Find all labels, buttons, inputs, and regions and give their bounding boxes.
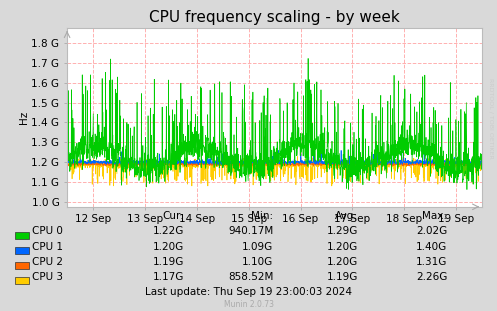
Text: Last update: Thu Sep 19 23:00:03 2024: Last update: Thu Sep 19 23:00:03 2024: [145, 287, 352, 297]
Text: 2.02G: 2.02G: [416, 226, 447, 236]
Text: 1.31G: 1.31G: [416, 257, 447, 267]
Text: 1.22G: 1.22G: [153, 226, 184, 236]
Text: 1.19G: 1.19G: [327, 272, 358, 281]
Text: 2.26G: 2.26G: [416, 272, 447, 281]
Text: 858.52M: 858.52M: [228, 272, 273, 281]
Text: 1.20G: 1.20G: [327, 242, 358, 252]
Y-axis label: Hz: Hz: [19, 111, 29, 124]
Text: 1.29G: 1.29G: [327, 226, 358, 236]
Text: 1.40G: 1.40G: [416, 242, 447, 252]
Text: CPU 1: CPU 1: [32, 242, 63, 252]
Text: Munin 2.0.73: Munin 2.0.73: [224, 300, 273, 309]
Text: CPU 0: CPU 0: [32, 226, 63, 236]
Text: 1.17G: 1.17G: [153, 272, 184, 281]
Text: 940.17M: 940.17M: [228, 226, 273, 236]
Text: 1.09G: 1.09G: [242, 242, 273, 252]
Text: Max:: Max:: [422, 211, 447, 221]
Text: Cur:: Cur:: [162, 211, 184, 221]
Text: 1.19G: 1.19G: [153, 257, 184, 267]
Text: Avg:: Avg:: [335, 211, 358, 221]
Title: CPU frequency scaling - by week: CPU frequency scaling - by week: [149, 11, 400, 26]
Text: CPU 3: CPU 3: [32, 272, 63, 281]
Text: Min:: Min:: [251, 211, 273, 221]
Text: CPU 2: CPU 2: [32, 257, 63, 267]
Text: RRDTOOL / TOBI OETIKER: RRDTOOL / TOBI OETIKER: [489, 78, 494, 159]
Text: 1.10G: 1.10G: [242, 257, 273, 267]
Text: 1.20G: 1.20G: [153, 242, 184, 252]
Text: 1.20G: 1.20G: [327, 257, 358, 267]
